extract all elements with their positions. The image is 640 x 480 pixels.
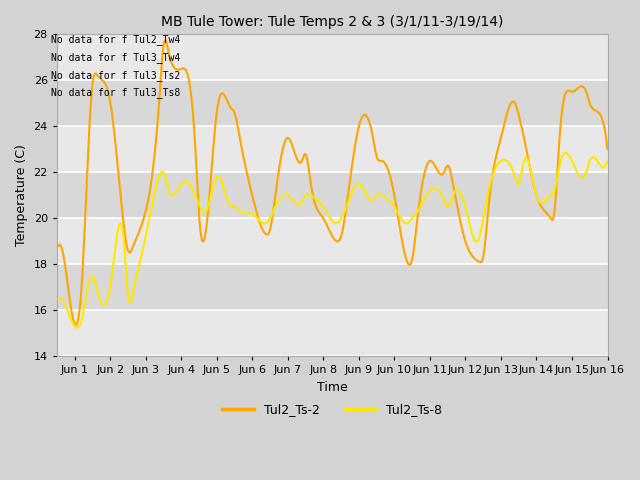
Text: No data for f Tul3_Tw4: No data for f Tul3_Tw4 [51, 52, 180, 63]
Text: No data for f Tul3_Ts8: No data for f Tul3_Ts8 [51, 87, 180, 98]
Bar [57, 35, 607, 80]
Bar [57, 80, 607, 126]
Y-axis label: Temperature (C): Temperature (C) [15, 144, 28, 246]
Title: MB Tule Tower: Tule Temps 2 & 3 (3/1/11-3/19/14): MB Tule Tower: Tule Temps 2 & 3 (3/1/11-… [161, 15, 503, 29]
Text: No data for f Tul2_Tw4: No data for f Tul2_Tw4 [51, 35, 180, 45]
Bar [57, 126, 607, 172]
Text: No data for f Tul3_Ts2: No data for f Tul3_Ts2 [51, 70, 180, 81]
Bar [57, 172, 607, 218]
Bar [57, 264, 607, 311]
Bar [57, 311, 607, 356]
Legend: Tul2_Ts-2, Tul2_Ts-8: Tul2_Ts-2, Tul2_Ts-8 [218, 398, 447, 421]
Bar [57, 218, 607, 264]
X-axis label: Time: Time [317, 381, 348, 394]
